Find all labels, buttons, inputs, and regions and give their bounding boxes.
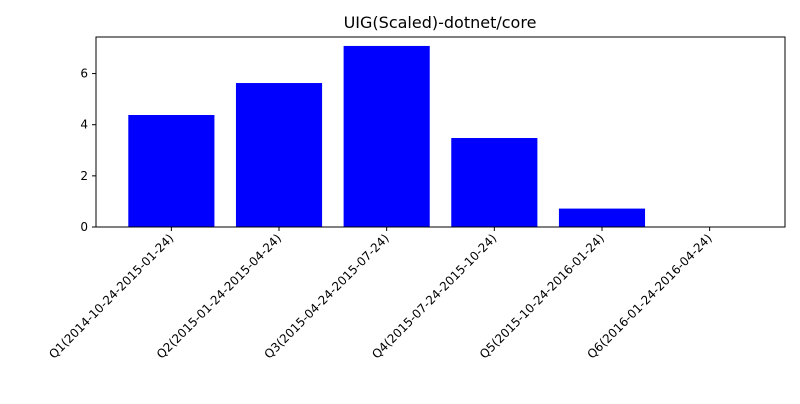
x-axis: Q1(2014-10-24-2015-01-24)Q2(2015-01-24-2… [46,227,715,362]
bar-2 [235,83,323,228]
x-tick-label: Q3(2015-04-24-2015-07-24) [262,231,392,361]
bar-5 [558,208,646,227]
y-tick-label: 6 [80,67,88,81]
y-axis: 0 2 4 6 [80,67,96,234]
plot-frame [95,36,786,228]
bars-group [128,45,646,228]
bar-1 [128,114,215,227]
chart-title: UIG(Scaled)-dotnet/core [344,13,537,32]
x-tick-label: Q6(2016-01-24-2016-04-24) [584,231,714,361]
x-tick-label: Q2(2015-01-24-2015-04-24) [154,231,284,361]
bar-4 [451,138,538,227]
x-tick-label: Q5(2015-10-24-2016-01-24) [477,231,607,361]
x-tick-label: Q4(2015-07-24-2015-10-24) [369,231,499,361]
y-tick-label: 2 [80,169,88,183]
x-tick-label: Q1(2014-10-24-2015-01-24) [46,231,176,361]
y-tick-label: 4 [80,118,88,132]
bar-3 [343,45,430,228]
y-tick-label: 0 [80,220,88,234]
